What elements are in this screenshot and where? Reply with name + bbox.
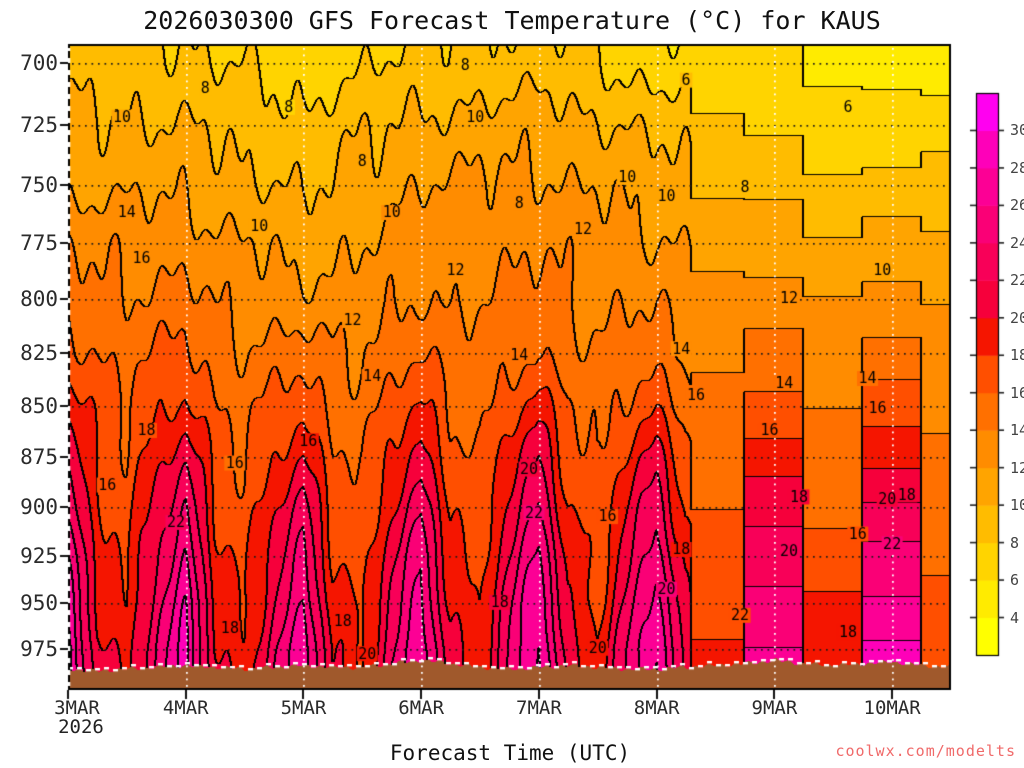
colorbar-tick-label: 22	[1010, 271, 1024, 290]
y-axis-tick-label: 825	[20, 341, 58, 366]
y-axis-tick-label: 975	[20, 636, 58, 661]
y-axis-tick-label: 725	[20, 113, 58, 138]
y-axis-tick-label: 800	[20, 287, 58, 312]
colorbar-tick-label: 28	[1010, 158, 1024, 177]
x-axis-tick-label: 3MAR	[54, 697, 100, 719]
colorbar-tick-label: 14	[1010, 421, 1024, 440]
y-axis-tick-label: 925	[20, 543, 58, 568]
watermark-link[interactable]: coolwx.com/modelts	[835, 742, 1016, 760]
y-axis-tick-label: 750	[20, 173, 58, 197]
colorbar-tick-label: 16	[1010, 383, 1024, 402]
y-axis-tick-label: 900	[20, 495, 58, 520]
x-axis-tick-label: 10MAR	[863, 697, 921, 719]
colorbar-tick-label: 20	[1010, 308, 1024, 327]
colorbar-tick-label: 8	[1010, 533, 1020, 552]
colorbar-tick-label: 18	[1010, 346, 1024, 365]
colorbar-tick-label: 4	[1010, 608, 1020, 627]
colorbar-tick-label: 6	[1010, 571, 1020, 590]
chart-title: 2026030300 GFS Forecast Temperature (°C)…	[143, 6, 881, 35]
colorbar-tick-label: 26	[1010, 196, 1024, 215]
x-axis-year-label: 2026	[58, 716, 104, 738]
x-axis-tick-label: 9MAR	[751, 697, 798, 719]
colorbar-tick-label: 10	[1010, 496, 1024, 515]
colorbar-tick-label: 30	[1010, 121, 1024, 140]
x-axis-tick-label: 4MAR	[162, 697, 209, 719]
x-axis-tick-label: 6MAR	[398, 697, 445, 719]
colorbar-tick-label: 24	[1010, 233, 1024, 252]
x-axis-tick-label: 8MAR	[633, 697, 680, 719]
colorbar-tick-label: 12	[1010, 458, 1024, 477]
y-axis-tick-label: 775	[20, 230, 58, 255]
x-axis-tick-label: 7MAR	[516, 697, 562, 719]
x-axis-title: Forecast Time (UTC)	[389, 741, 631, 765]
y-axis-tick-label: 850	[20, 394, 58, 419]
y-axis-tick-label: 950	[20, 590, 58, 615]
y-axis-tick-label: 875	[20, 445, 58, 470]
x-axis-tick-label: 5MAR	[280, 697, 327, 719]
y-axis-tick-label: 700	[20, 51, 58, 76]
